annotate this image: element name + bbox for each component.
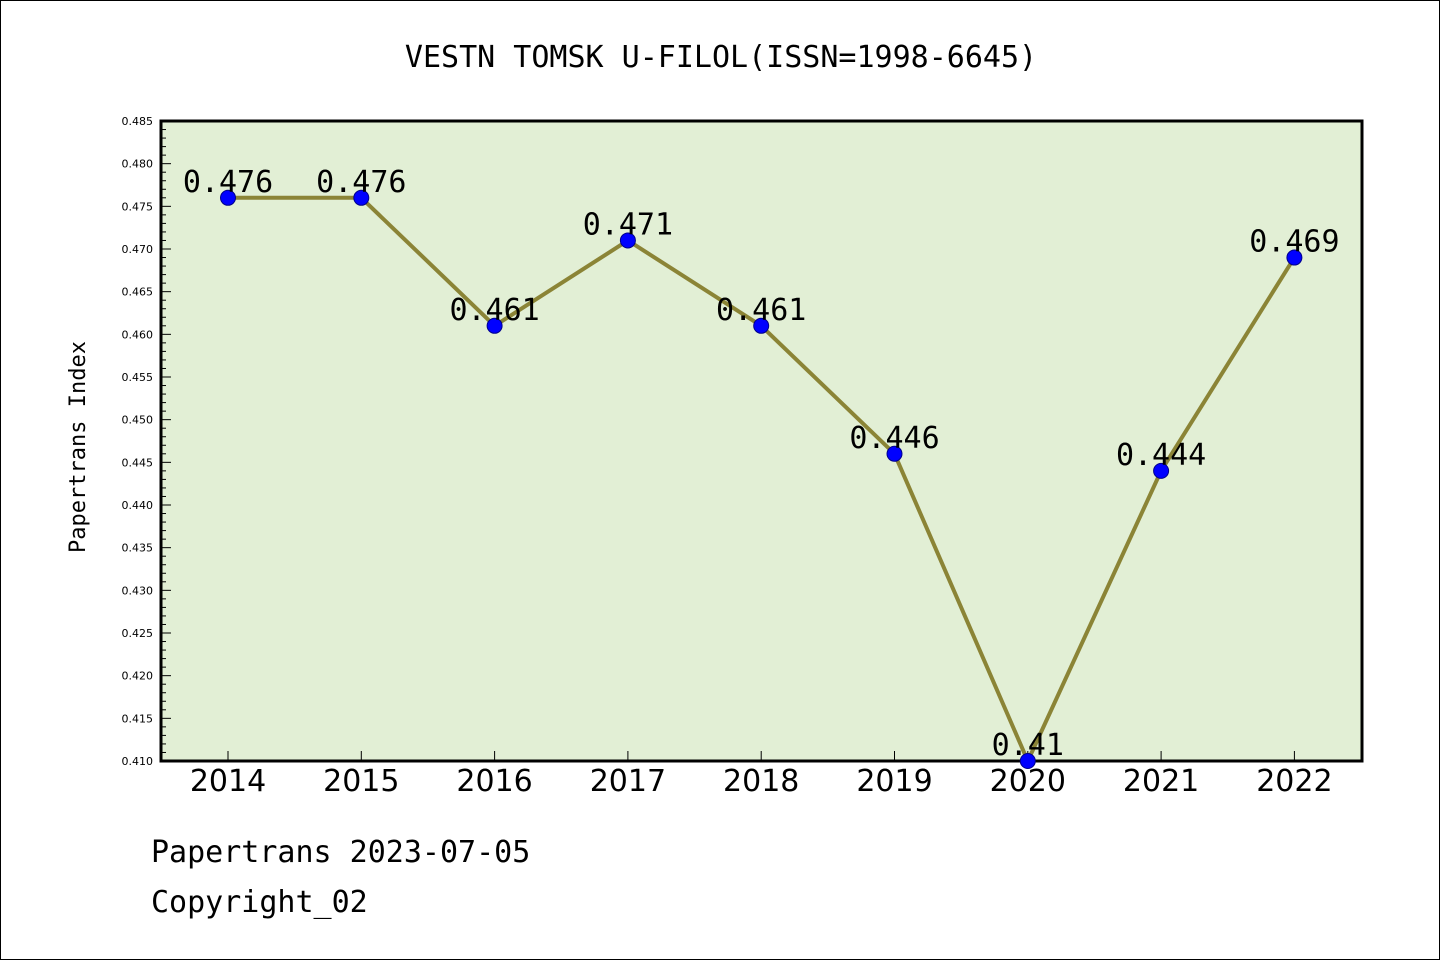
data-label: 0.476 [316, 165, 406, 200]
y-tick-label: 0.415 [122, 712, 154, 725]
x-tick-label: 2018 [723, 764, 799, 799]
y-axis-ticks: 0.410 0.415 0.420 0.425 0.430 0.435 0.440 0.445… [122, 115, 171, 768]
y-tick-label: 0.480 [122, 158, 154, 171]
y-axis-label: Papertrans Index [66, 341, 91, 553]
y-tick-label: 0.440 [122, 499, 154, 512]
x-tick-label: 2022 [1256, 764, 1332, 799]
chart-title: VESTN TOMSK U-FILOL(ISSN=1998-6645) [405, 40, 1037, 75]
y-tick-label: 0.450 [122, 414, 154, 427]
data-labels: 0.476 0.476 0.461 0.471 0.461 0.446 0.41 0.444 0… [183, 165, 1340, 763]
data-point [886, 445, 903, 462]
y-tick-label: 0.470 [122, 243, 154, 256]
x-tick-label: 2015 [323, 764, 399, 799]
footer-copyright: Copyright_02 [151, 885, 368, 920]
x-tick-label: 2017 [590, 764, 666, 799]
y-tick-label: 0.410 [122, 755, 154, 768]
x-tick-label: 2014 [190, 764, 266, 799]
data-point [1286, 249, 1303, 266]
data-label: 0.461 [716, 293, 806, 328]
data-point [1153, 462, 1170, 479]
data-markers [220, 189, 1303, 769]
y-tick-label: 0.435 [122, 542, 154, 555]
y-tick-label: 0.420 [122, 670, 154, 683]
x-tick-label: 2020 [990, 764, 1066, 799]
data-point [619, 232, 636, 249]
data-point [353, 189, 370, 206]
y-tick-label: 0.430 [122, 584, 154, 597]
data-label: 0.461 [449, 293, 539, 328]
data-label: 0.471 [583, 207, 673, 242]
plot-area [159, 119, 1364, 763]
data-point [753, 317, 770, 334]
data-point [486, 317, 503, 334]
y-tick-label: 0.425 [122, 627, 154, 640]
y-tick-label: 0.465 [122, 286, 154, 299]
data-label: 0.476 [183, 165, 273, 200]
x-tick-label: 2016 [456, 764, 532, 799]
x-tick-label: 2021 [1123, 764, 1199, 799]
data-point [1019, 753, 1036, 769]
data-label: 0.469 [1249, 225, 1339, 260]
data-label: 0.41 [992, 728, 1064, 763]
data-label: 0.446 [849, 421, 939, 456]
y-tick-label: 0.460 [122, 328, 154, 341]
x-tick-label: 2019 [856, 764, 932, 799]
data-point [220, 189, 236, 206]
data-label: 0.444 [1116, 438, 1206, 473]
y-tick-label: 0.485 [122, 115, 154, 128]
y-tick-label: 0.455 [122, 371, 154, 384]
footer-date: Papertrans 2023-07-05 [151, 835, 531, 870]
y-tick-label: 0.475 [122, 200, 154, 213]
x-axis-ticks: 2014 2015 2016 2017 2018 2019 2020 2021 2022 [190, 751, 1333, 799]
y-tick-label: 0.445 [122, 456, 154, 469]
